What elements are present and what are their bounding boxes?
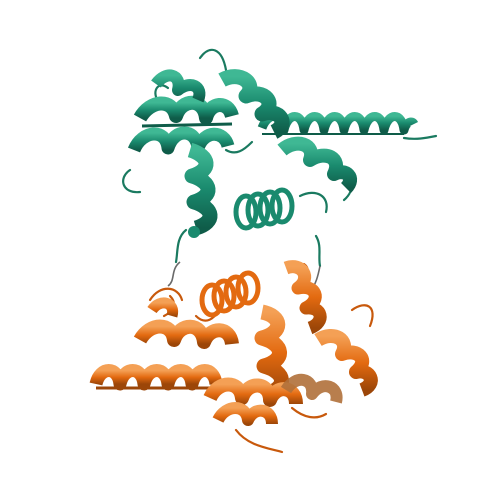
- helix-upper-center: [218, 69, 290, 139]
- helix-upper-left-1: [133, 95, 239, 128]
- helix-upper-coil-endon: [233, 187, 295, 231]
- helix-upper-left-2: [127, 126, 235, 155]
- helix-lower-bottom-2: [212, 402, 278, 426]
- upper-domain-loops: [122, 48, 438, 268]
- helix-lower-back: [280, 374, 343, 404]
- helix-upper-vertical: [184, 142, 218, 238]
- helix-lower-right: [314, 329, 378, 397]
- helix-lower-left-end: [147, 297, 179, 318]
- helix-lower-long: [89, 364, 223, 391]
- lower-domain: [89, 260, 378, 454]
- helix-upper-right: [277, 136, 358, 193]
- helix-lower-center: [254, 304, 289, 402]
- helix-lower-right-top: [283, 260, 327, 335]
- helix-upper-long: [257, 111, 419, 135]
- helix-upper-small: [151, 69, 206, 103]
- helix-lower-coil-endon: [199, 270, 261, 318]
- upper-domain: [122, 48, 438, 268]
- helix-lower-left: [133, 319, 239, 349]
